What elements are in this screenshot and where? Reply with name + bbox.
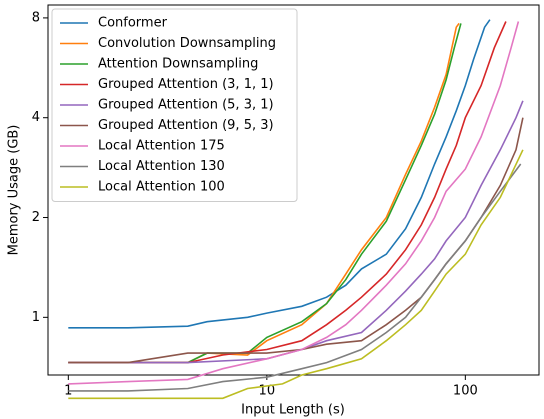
- legend-label: Grouped Attention (3, 1, 1): [98, 77, 274, 92]
- legend-label: Grouped Attention (9, 5, 3): [98, 118, 274, 133]
- x-tick-label: 100: [453, 384, 478, 399]
- plot-frame: [47, 4, 540, 376]
- series-line: [68, 117, 524, 364]
- legend-box: [51, 8, 298, 202]
- x-axis-label: Input Length (s): [241, 403, 345, 418]
- legend-label: Attention Downsampling: [98, 57, 258, 72]
- legend-label: Convolution Downsampling: [98, 36, 276, 51]
- y-tick-label: 4: [32, 110, 40, 125]
- series-line: [68, 21, 520, 385]
- series-line: [68, 19, 491, 329]
- series-line: [68, 163, 522, 392]
- legend-label: Local Attention 100: [98, 180, 225, 195]
- legend-label: Grouped Attention (5, 3, 1): [98, 98, 274, 113]
- legend-label: Conformer: [98, 16, 168, 31]
- series-line: [68, 21, 507, 364]
- legend-label: Local Attention 175: [98, 139, 225, 154]
- y-tick-label: 8: [32, 10, 40, 25]
- y-tick-label: 2: [32, 210, 40, 225]
- legend-label: Local Attention 130: [98, 159, 225, 174]
- y-axis-label: Memory Usage (GB): [7, 125, 22, 256]
- series-line: [68, 100, 524, 364]
- series-line: [68, 23, 462, 364]
- series-line: [68, 149, 524, 400]
- y-tick-label: 1: [32, 310, 40, 325]
